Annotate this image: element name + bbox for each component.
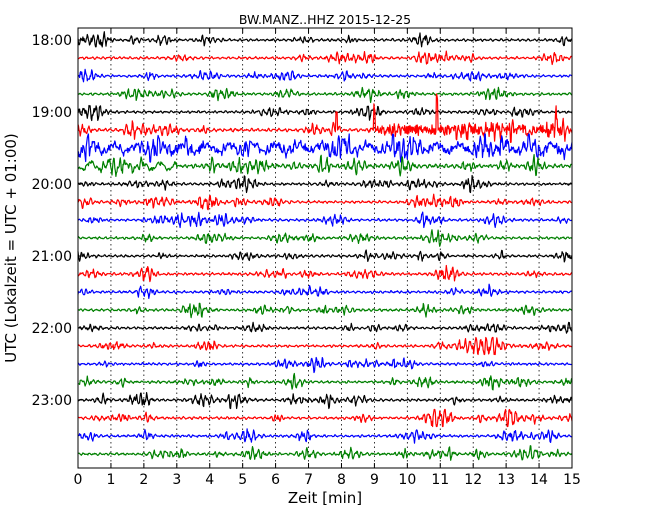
y-tick-label: 19:00 bbox=[32, 105, 72, 121]
trace-line-2115 bbox=[77, 264, 573, 283]
trace-line-1915 bbox=[77, 93, 573, 143]
trace-line-2030 bbox=[77, 211, 573, 229]
y-tick-label: 20:00 bbox=[32, 177, 72, 193]
vertical-gridlines bbox=[110, 28, 540, 468]
x-tick-label: 0 bbox=[74, 472, 83, 488]
trace-line-2245 bbox=[77, 372, 573, 391]
y-tick-label: 23:00 bbox=[32, 393, 72, 409]
trace-line-2200 bbox=[77, 321, 573, 334]
axis-ticks bbox=[77, 28, 573, 468]
trace-line-1800 bbox=[77, 31, 573, 48]
trace-line-2000 bbox=[77, 174, 573, 194]
trace-line-2230 bbox=[77, 356, 573, 374]
plot-frame bbox=[77, 27, 573, 469]
x-tick-label: 4 bbox=[205, 472, 214, 488]
trace-group bbox=[77, 31, 573, 461]
trace-line-1945 bbox=[77, 154, 573, 177]
x-tick-label: 1 bbox=[106, 472, 115, 488]
x-tick-label: 9 bbox=[370, 472, 379, 488]
x-tick-label: 2 bbox=[139, 472, 148, 488]
trace-line-2330 bbox=[77, 428, 573, 444]
x-tick-label: 12 bbox=[464, 472, 482, 488]
y-axis-label: UTC (Lokalzeit = UTC + 01:00) bbox=[2, 133, 20, 363]
trace-line-2045 bbox=[77, 229, 573, 247]
trace-line-2145 bbox=[77, 302, 573, 319]
trace-line-1845 bbox=[77, 86, 573, 104]
trace-line-2345 bbox=[77, 445, 573, 461]
x-tick-label: 10 bbox=[398, 472, 416, 488]
trace-line-2015 bbox=[77, 193, 573, 211]
x-tick-label: 5 bbox=[238, 472, 247, 488]
x-tick-label: 15 bbox=[563, 472, 581, 488]
trace-line-1900 bbox=[77, 104, 573, 122]
y-tick-label: 18:00 bbox=[32, 33, 72, 49]
trace-line-2100 bbox=[77, 249, 573, 263]
chart-title: BW.MANZ..HHZ 2015-12-25 bbox=[239, 12, 411, 27]
x-axis-label: Zeit [min] bbox=[288, 489, 362, 507]
x-tick-label: 11 bbox=[431, 472, 449, 488]
x-tick-label: 3 bbox=[172, 472, 181, 488]
x-tick-label: 6 bbox=[271, 472, 280, 488]
x-tick-labels: 0 1 2 3 4 5 6 7 8 9 10 11 12 13 14 15 bbox=[74, 472, 581, 488]
x-tick-label: 7 bbox=[304, 472, 313, 488]
trace-line-1930 bbox=[77, 133, 573, 163]
y-tick-labels: 18:00 19:00 20:00 21:00 22:00 23:00 bbox=[32, 33, 72, 409]
trace-line-2315 bbox=[77, 408, 573, 428]
trace-line-2130 bbox=[77, 283, 573, 299]
y-tick-label: 21:00 bbox=[32, 249, 72, 265]
trace-line-1830 bbox=[77, 68, 573, 83]
x-tick-label: 14 bbox=[530, 472, 548, 488]
trace-line-1815 bbox=[77, 50, 573, 66]
x-tick-label: 8 bbox=[337, 472, 346, 488]
trace-line-2300 bbox=[77, 392, 573, 410]
y-tick-label: 22:00 bbox=[32, 321, 72, 337]
x-tick-label: 13 bbox=[497, 472, 515, 488]
trace-line-2215 bbox=[77, 336, 573, 356]
